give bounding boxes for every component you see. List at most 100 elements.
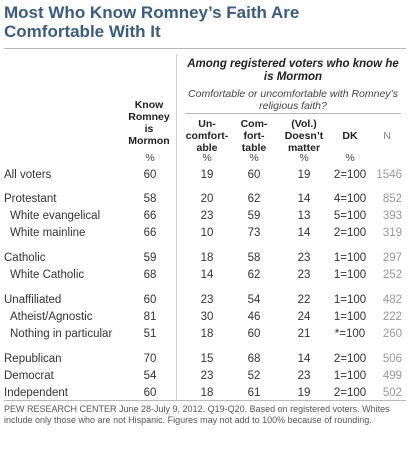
table-row: Independent 60 18 61 19 2=100 502: [0, 386, 409, 400]
cell-n: 1546: [376, 169, 402, 181]
cell-know: 66: [143, 210, 157, 222]
cell-dk: 5=100: [333, 210, 367, 222]
cell-dk: 1=100: [333, 311, 367, 323]
cell-know: 66: [143, 227, 157, 239]
header-dk: DK: [342, 130, 358, 142]
cell-doesnt-matter: 24: [297, 311, 311, 323]
row-label: Republican: [4, 353, 62, 365]
header-uncomfortable: Un- comfort- able: [185, 118, 229, 154]
table-row: Protestant 58 20 62 14 4=100 852: [0, 192, 409, 206]
cell-doesnt-matter: 14: [297, 227, 311, 239]
cell-n: 502: [382, 387, 402, 399]
pct-know: %: [145, 152, 155, 164]
cell-doesnt-matter: 23: [297, 370, 311, 382]
row-label: White Catholic: [10, 269, 85, 281]
cell-know: 58: [143, 193, 157, 205]
cell-comfortable: 61: [247, 387, 261, 399]
header-know: Know Romney is Mormon: [128, 99, 170, 147]
cell-n: 297: [382, 252, 402, 264]
cell-doesnt-matter: 23: [297, 269, 311, 281]
cell-uncomfortable: 18: [200, 328, 214, 340]
cell-comfortable: 68: [247, 353, 261, 365]
cell-n: 852: [382, 193, 402, 205]
group-header: Among registered voters who know he is M…: [187, 58, 399, 83]
cell-comfortable: 59: [247, 210, 261, 222]
cell-comfortable: 52: [247, 370, 261, 382]
cell-dk: 1=100: [333, 252, 367, 264]
cell-doesnt-matter: 19: [297, 387, 311, 399]
cell-know: 60: [143, 387, 157, 399]
cell-dk: *=100: [334, 328, 366, 340]
cell-doesnt-matter: 19: [297, 169, 311, 181]
header-doesnt-matter: (Vol.) Doesn’t matter: [284, 118, 324, 154]
table-row: White evangelical 66 23 59 13 5=100 393: [0, 209, 409, 223]
group-rule: [185, 113, 401, 114]
cell-n: 260: [382, 328, 402, 340]
table-row: All voters 60 19 60 19 2=100 1546: [0, 168, 409, 182]
table-row: White mainline 66 10 73 14 2=100 319: [0, 226, 409, 240]
cell-uncomfortable: 20: [200, 193, 214, 205]
cell-dk: 4=100: [333, 193, 367, 205]
cell-comfortable: 60: [247, 328, 261, 340]
cell-know: 68: [143, 269, 157, 281]
cell-know: 60: [143, 294, 157, 306]
row-label: All voters: [4, 169, 52, 181]
cell-uncomfortable: 18: [200, 387, 214, 399]
cell-dk: 2=100: [333, 227, 367, 239]
cell-know: 51: [143, 328, 157, 340]
row-label: Independent: [4, 387, 68, 399]
cell-dk: 2=100: [333, 387, 367, 399]
pct-doesnt-matter: %: [299, 152, 309, 164]
cell-know: 60: [143, 169, 157, 181]
cell-uncomfortable: 15: [200, 353, 214, 365]
row-label: Atheist/Agnostic: [10, 311, 93, 323]
cell-comfortable: 62: [247, 269, 261, 281]
cell-n: 482: [382, 294, 402, 306]
cell-doesnt-matter: 13: [297, 210, 311, 222]
cell-n: 393: [382, 210, 402, 222]
cell-comfortable: 60: [247, 169, 261, 181]
cell-uncomfortable: 19: [200, 169, 214, 181]
row-label: Unaffiliated: [4, 294, 62, 306]
cell-uncomfortable: 14: [200, 269, 214, 281]
cell-know: 70: [143, 353, 157, 365]
cell-know: 81: [143, 311, 157, 323]
row-label: Protestant: [4, 193, 57, 205]
pct-uncomfortable: %: [202, 152, 212, 164]
cell-doesnt-matter: 21: [297, 328, 311, 340]
table-row: Catholic 59 18 58 23 1=100 297: [0, 251, 409, 265]
cell-n: 506: [382, 353, 402, 365]
column-divider: [176, 54, 177, 400]
row-label: White mainline: [10, 227, 86, 239]
title-rule: [4, 48, 406, 49]
cell-uncomfortable: 23: [200, 210, 214, 222]
cell-n: 252: [382, 269, 402, 281]
cell-doesnt-matter: 23: [297, 252, 311, 264]
cell-n: 319: [382, 227, 402, 239]
cell-comfortable: 62: [247, 193, 261, 205]
header-comfortable: Com- fort- table: [240, 118, 268, 154]
cell-doesnt-matter: 14: [297, 353, 311, 365]
cell-dk: 1=100: [333, 370, 367, 382]
pct-dk: %: [345, 152, 355, 164]
cell-comfortable: 46: [247, 311, 261, 323]
cell-comfortable: 54: [247, 294, 261, 306]
table-row: Republican 70 15 68 14 2=100 506: [0, 352, 409, 366]
row-label: Catholic: [4, 252, 46, 264]
cell-doesnt-matter: 22: [297, 294, 311, 306]
cell-dk: 2=100: [333, 353, 367, 365]
group-subheader: Comfortable or uncomfortable with Romney…: [188, 88, 398, 112]
table-row: Atheist/Agnostic 81 30 46 24 1=100 222: [0, 310, 409, 324]
cell-uncomfortable: 18: [200, 252, 214, 264]
source-note: PEW RESEARCH CENTER June 28-July 9, 2012…: [4, 404, 390, 425]
header-n: N: [383, 130, 391, 142]
pct-comfortable: %: [249, 152, 259, 164]
row-label: White evangelical: [10, 210, 101, 222]
cell-n: 499: [382, 370, 402, 382]
cell-n: 222: [382, 311, 402, 323]
cell-uncomfortable: 10: [200, 227, 214, 239]
row-label: Nothing in particular: [10, 328, 113, 340]
cell-dk: 2=100: [333, 169, 367, 181]
cell-uncomfortable: 30: [200, 311, 214, 323]
table-row: White Catholic 68 14 62 23 1=100 252: [0, 268, 409, 282]
